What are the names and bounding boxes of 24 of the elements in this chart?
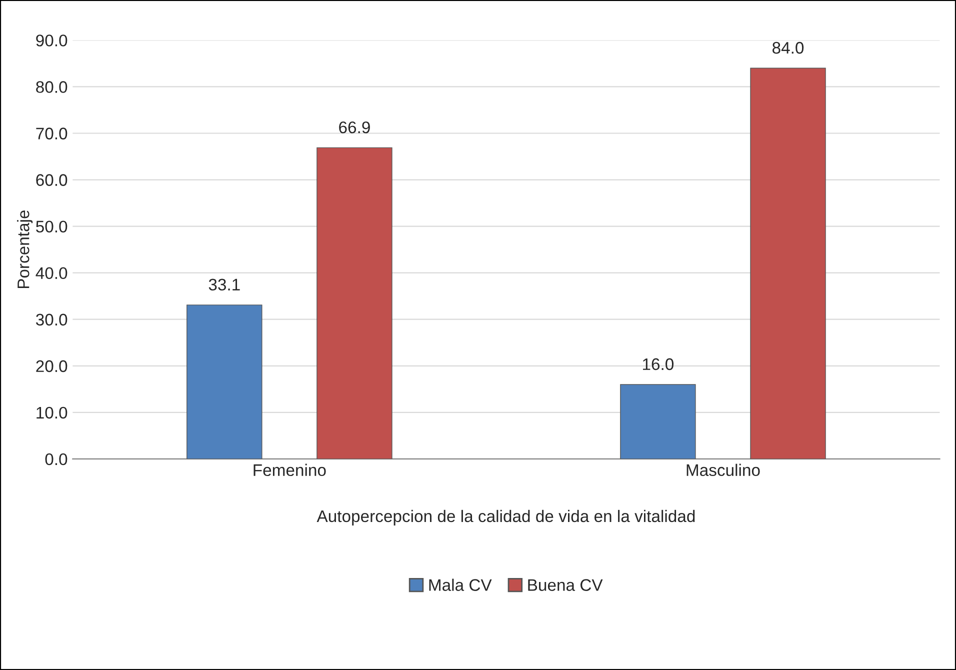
legend-label: Mala CV [429, 578, 492, 591]
y-tick-label: 20.0 [36, 360, 68, 372]
bar [620, 384, 696, 459]
y-tick-label: 10.0 [36, 406, 68, 419]
y-tick-label: 30.0 [36, 314, 68, 326]
x-tick-label: Masculino [686, 464, 760, 476]
data-label: 66.9 [339, 121, 370, 134]
data-label: 33.1 [208, 278, 240, 291]
x-axis-title: Autopercepcion de la calidad de vida en la vitalidad [316, 510, 695, 526]
y-axis-title: Porcentaje [17, 210, 33, 288]
x-tick-label: Femenino [254, 464, 326, 476]
y-tick-label: 90.0 [36, 34, 68, 46]
y-tick-label: 60.0 [36, 174, 68, 186]
bar [316, 147, 392, 459]
y-tick-label: 0.0 [45, 453, 68, 466]
y-tick-label: 70.0 [36, 128, 68, 140]
bar [750, 68, 826, 459]
y-tick-label: 50.0 [36, 220, 68, 233]
legend-label: Buena CV [528, 579, 603, 591]
data-label: 84.0 [772, 42, 804, 54]
y-tick-label: 40.0 [36, 267, 68, 280]
bar [186, 304, 262, 459]
data-label: 16.0 [642, 358, 674, 370]
y-tick-label: 80.0 [36, 81, 68, 93]
